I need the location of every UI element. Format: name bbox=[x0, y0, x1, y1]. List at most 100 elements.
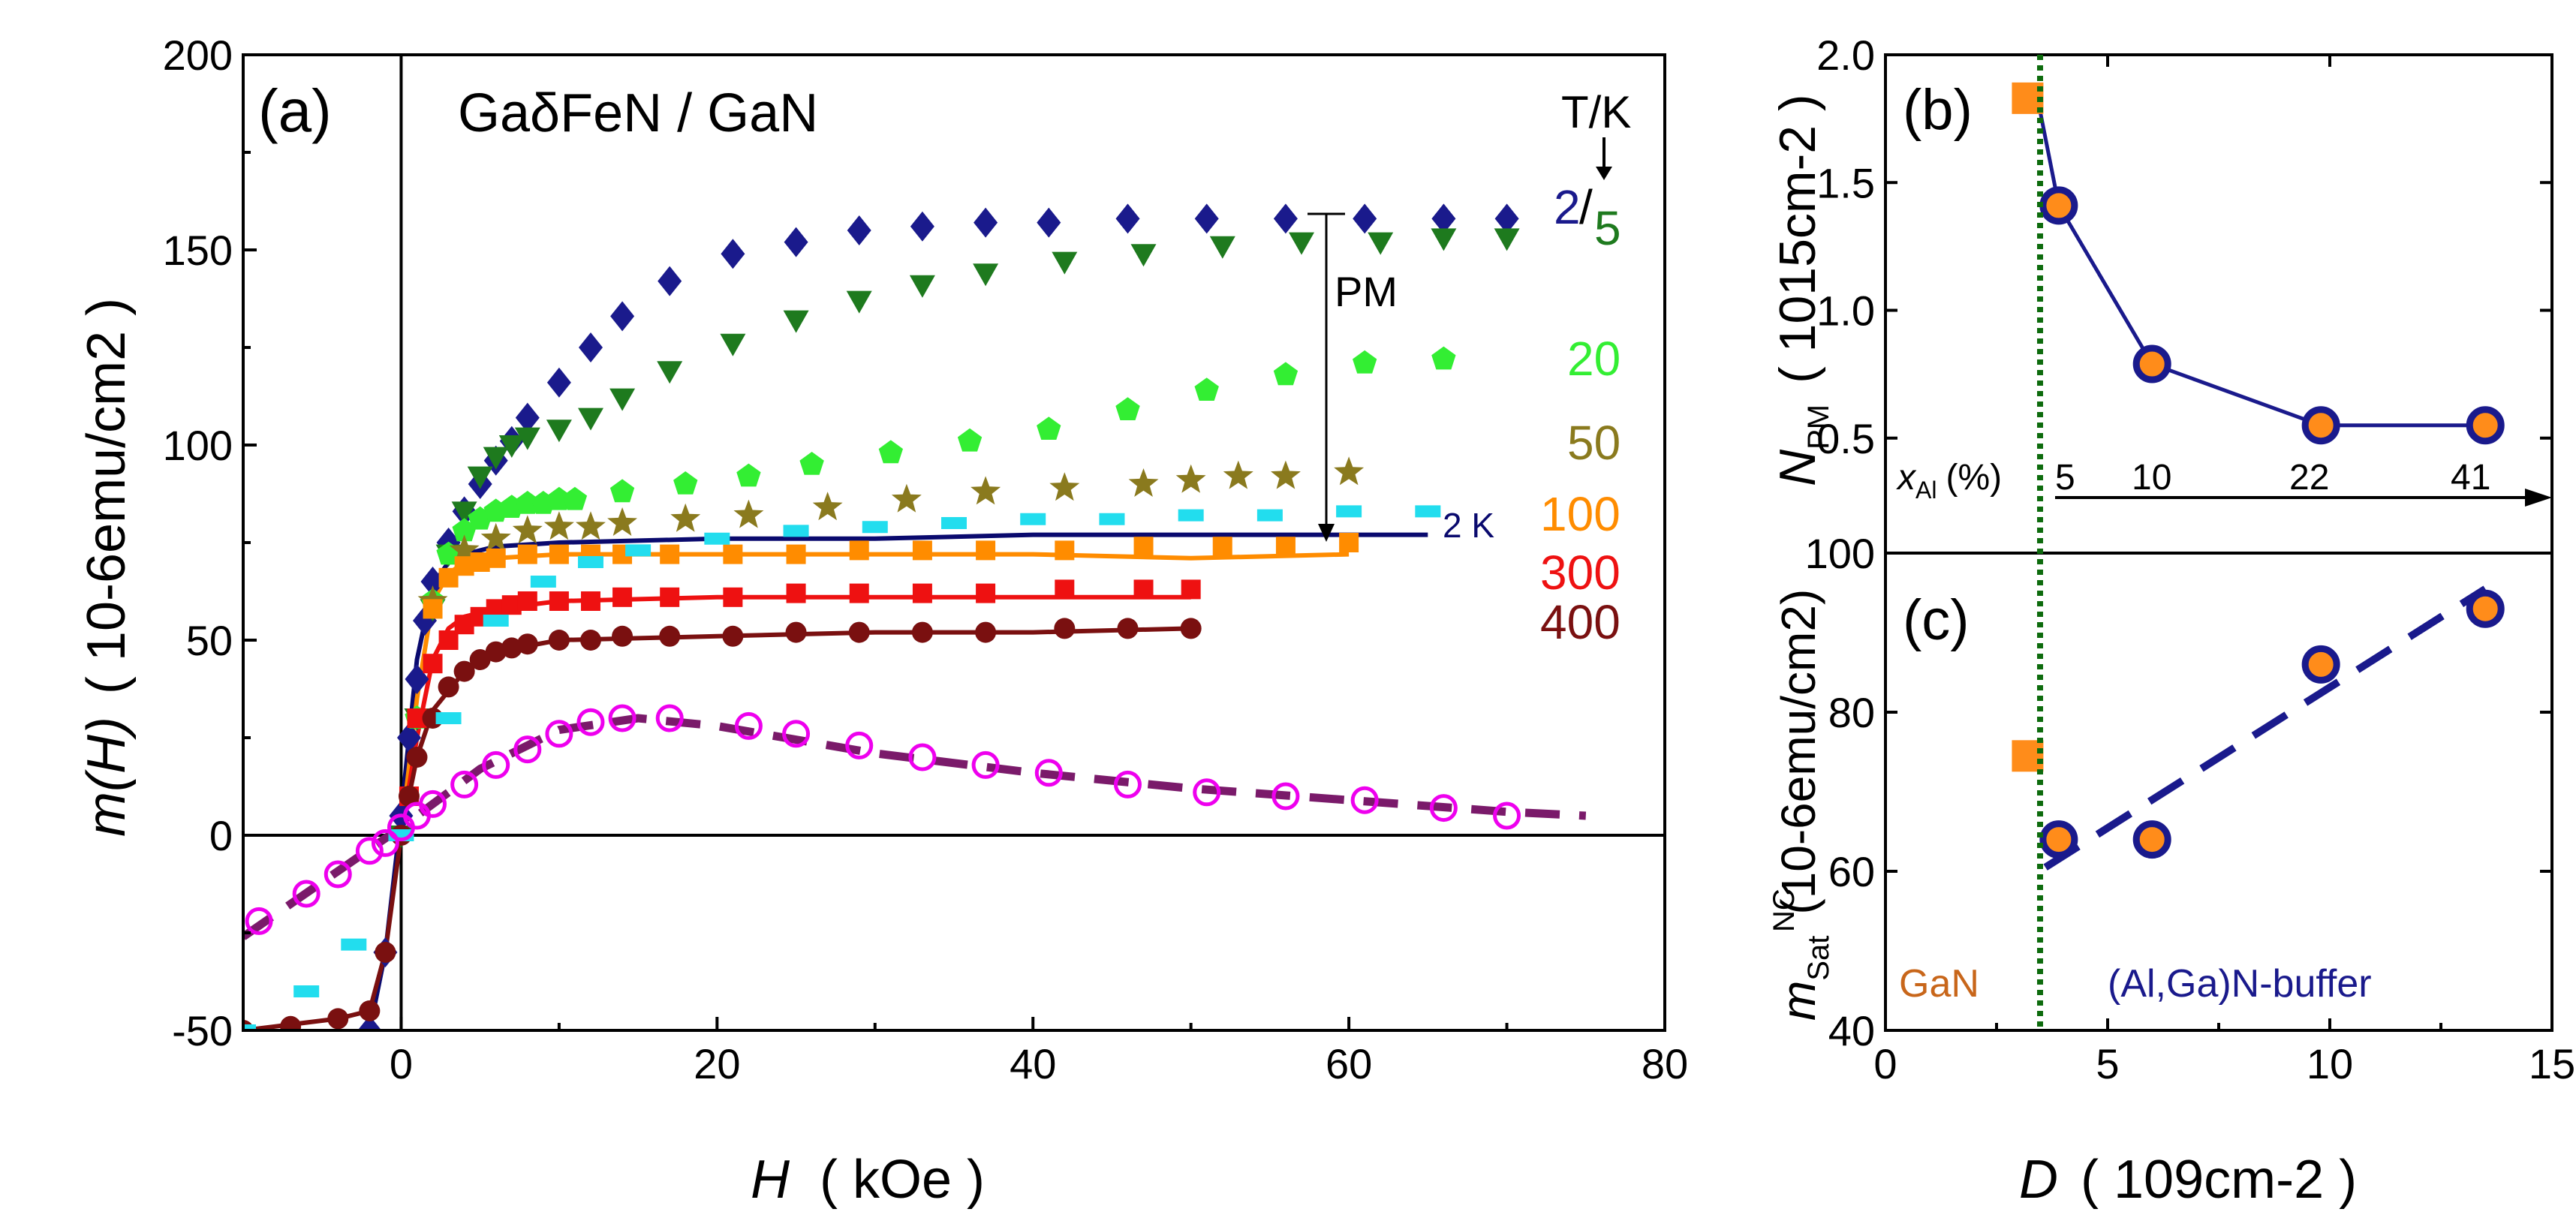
data-point bbox=[658, 266, 682, 296]
data-point bbox=[1212, 537, 1232, 557]
temp-label-400: 400 bbox=[1540, 595, 1621, 649]
data-point bbox=[783, 310, 809, 333]
data-point bbox=[1368, 232, 1394, 255]
data-point bbox=[1194, 377, 1219, 401]
data-point bbox=[420, 567, 445, 597]
data-point bbox=[734, 711, 763, 740]
data-point bbox=[516, 633, 538, 655]
panel-b-line bbox=[2037, 108, 2486, 428]
data-point bbox=[280, 1015, 302, 1030]
panel-c-xlabel: D( 109cm-2 ) bbox=[2019, 1150, 2357, 1210]
legend-title: T/K bbox=[1561, 87, 1631, 137]
data-point bbox=[1429, 794, 1458, 823]
data-point bbox=[1175, 464, 1206, 493]
data-point bbox=[1037, 417, 1061, 440]
data-point bbox=[911, 621, 933, 643]
data-point bbox=[846, 290, 872, 314]
buffer-point bbox=[2039, 820, 2078, 859]
data-point bbox=[1334, 456, 1365, 486]
data-point bbox=[973, 263, 999, 287]
buffer-point bbox=[2301, 406, 2340, 445]
xal-arrow-head bbox=[2525, 489, 2552, 507]
data-point bbox=[1128, 468, 1159, 497]
data-point bbox=[512, 515, 543, 544]
data-point bbox=[657, 361, 683, 384]
xal-value-10: 10 bbox=[2132, 458, 2171, 498]
data-point bbox=[723, 544, 743, 564]
x-tick-label: 10 bbox=[2307, 1040, 2353, 1087]
y-tick-label: 0 bbox=[209, 812, 233, 859]
y-tick-label: 1.5 bbox=[1816, 159, 1875, 206]
data-point bbox=[576, 708, 605, 736]
data-point bbox=[515, 491, 540, 514]
data-point bbox=[580, 591, 600, 611]
data-point bbox=[1431, 346, 1456, 370]
data-point bbox=[878, 440, 903, 464]
data-point bbox=[485, 641, 507, 663]
data-point bbox=[1275, 537, 1296, 557]
y-tick-label: 100 bbox=[1805, 530, 1875, 577]
data-point bbox=[562, 486, 588, 510]
data-point bbox=[670, 503, 701, 532]
x-tick-label: 0 bbox=[1873, 1040, 1897, 1087]
panel-b-label: (b) bbox=[1903, 78, 1973, 142]
buffer-point bbox=[2132, 820, 2171, 859]
data-point bbox=[971, 476, 1001, 505]
x-tick-label: 5 bbox=[2096, 1040, 2119, 1087]
data-point bbox=[438, 676, 459, 698]
data-point bbox=[1055, 579, 1075, 600]
data-point bbox=[578, 408, 603, 431]
data-point bbox=[660, 587, 680, 607]
x-tick-label: 15 bbox=[2529, 1040, 2575, 1087]
data-point bbox=[733, 499, 764, 528]
data-point bbox=[1115, 203, 1140, 234]
data-point bbox=[673, 471, 698, 495]
panel-b-plot-area bbox=[2012, 82, 2505, 445]
data-point bbox=[579, 332, 603, 362]
data-point bbox=[849, 583, 869, 603]
data-point bbox=[1130, 244, 1157, 267]
x-tick-label: 60 bbox=[1326, 1040, 1372, 1087]
data-point bbox=[722, 625, 744, 647]
data-point bbox=[957, 428, 983, 452]
series-4 bbox=[407, 533, 1359, 728]
data-point bbox=[908, 743, 937, 771]
data-point bbox=[514, 427, 540, 450]
panel-c-ylabel: mSat(10-6emu/cm2) bbox=[1771, 589, 1835, 1021]
data-point bbox=[480, 522, 511, 552]
y-tick-label: 2.0 bbox=[1816, 32, 1875, 79]
fit-line-0 bbox=[367, 532, 1428, 1030]
data-point bbox=[501, 637, 522, 659]
data-point bbox=[1034, 759, 1063, 787]
data-point bbox=[579, 630, 601, 651]
data-point bbox=[974, 207, 998, 238]
data-point bbox=[1339, 533, 1359, 552]
data-point bbox=[848, 621, 870, 643]
data-point bbox=[375, 942, 396, 963]
data-point bbox=[1209, 236, 1235, 259]
data-point bbox=[546, 367, 571, 398]
pm-label: PM bbox=[1335, 268, 1398, 315]
x-tick-label: 0 bbox=[390, 1040, 413, 1087]
gan-label: GaN bbox=[1899, 962, 1979, 1006]
data-point bbox=[912, 583, 932, 603]
buffer-point bbox=[2466, 589, 2505, 628]
y-tick-label: 1.0 bbox=[1816, 287, 1875, 335]
data-point bbox=[1194, 203, 1219, 234]
temp-label-100: 100 bbox=[1540, 487, 1621, 541]
data-point bbox=[1223, 460, 1253, 489]
data-point bbox=[450, 770, 479, 798]
label-2k: 2 K bbox=[1443, 506, 1494, 545]
data-point bbox=[1494, 228, 1520, 251]
data-point bbox=[517, 544, 537, 564]
data-point bbox=[543, 511, 574, 540]
data-point bbox=[655, 704, 684, 732]
data-point bbox=[513, 735, 542, 764]
data-point bbox=[612, 625, 633, 647]
y-tick-label: -50 bbox=[172, 1007, 233, 1054]
series-8 bbox=[245, 704, 1521, 935]
y-tick-label: 50 bbox=[186, 617, 233, 664]
data-point bbox=[1133, 537, 1154, 557]
